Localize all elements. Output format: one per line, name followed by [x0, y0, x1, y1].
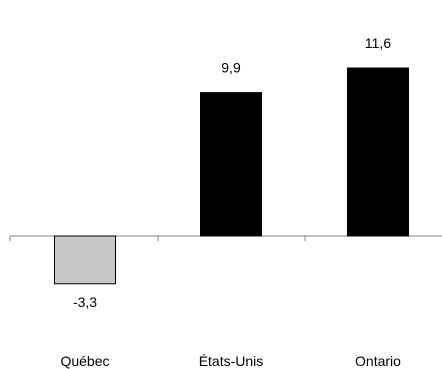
data-label: -3,3 [73, 294, 97, 310]
category-label: Québec [60, 353, 109, 369]
category-labels: Québec États-Unis Ontario [60, 353, 401, 369]
bars [54, 67, 409, 285]
bar [54, 235, 116, 285]
data-label: 9,9 [221, 60, 241, 76]
category-label: États-Unis [199, 353, 264, 369]
category-label: Ontario [355, 353, 401, 369]
x-axis-ticks [9, 236, 306, 241]
bar [347, 67, 409, 237]
data-label: 11,6 [365, 35, 391, 51]
data-labels: -3,3 9,9 11,6 [73, 35, 391, 310]
bar [200, 92, 262, 237]
